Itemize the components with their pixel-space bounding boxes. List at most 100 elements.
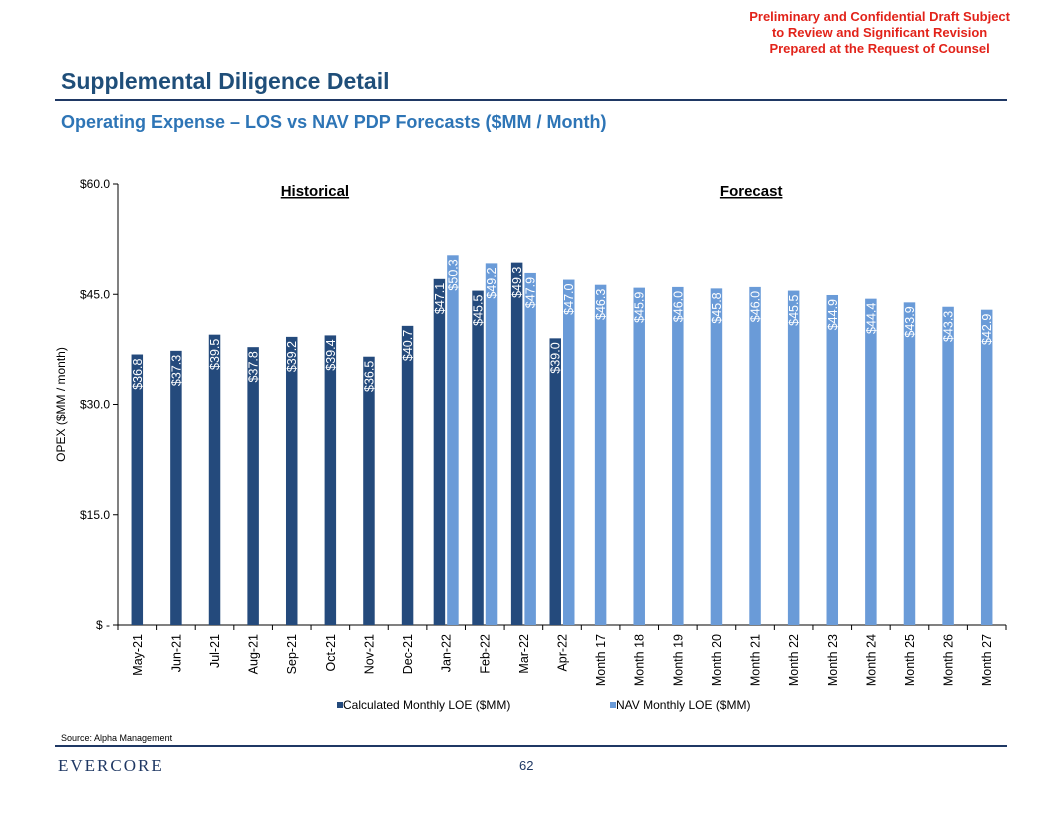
- bar-data-label: $50.3: [446, 259, 460, 290]
- x-tick-label: Nov-21: [362, 634, 376, 674]
- x-tick-label: Month 17: [594, 634, 608, 686]
- calculated-loe-bar-sep-21: [285, 336, 298, 625]
- x-tick-label: Month 18: [633, 634, 647, 686]
- bar-data-label: $39.4: [324, 339, 338, 370]
- nav-loe-bar-month-24: [865, 298, 877, 625]
- x-tick-label: Sep-21: [285, 634, 299, 674]
- calculated-loe-bar-feb-22: [472, 290, 484, 625]
- nav-loe-bar-jan-22: [447, 255, 459, 626]
- bar-data-label: $45.5: [787, 295, 801, 326]
- confidential-line-3: Prepared at the Request of Counsel: [769, 41, 990, 56]
- legend-label-0: Calculated Monthly LOE ($MM): [343, 698, 510, 712]
- bar-data-label: $46.3: [594, 289, 608, 320]
- nav-loe-bar-month-27: [980, 309, 993, 625]
- y-axis-title: OPEX ($MM / month): [54, 347, 68, 462]
- evercore-logo: EVERCORE: [58, 756, 164, 775]
- calculated-loe-bar-apr-22: [549, 338, 561, 625]
- calculated-loe-bar-aug-21: [247, 347, 259, 625]
- bar-data-label: $43.9: [903, 306, 917, 337]
- bar-data-label: $45.5: [472, 295, 486, 326]
- confidential-line-1: Preliminary and Confidential Draft Subje…: [749, 9, 1010, 24]
- nav-loe-bar-month-18: [633, 287, 645, 625]
- x-tick-label: Jul-21: [208, 634, 222, 668]
- bar-data-label: $43.3: [942, 311, 956, 342]
- bar-data-label: $42.9: [980, 314, 994, 345]
- page-title: Supplemental Diligence Detail: [61, 68, 390, 94]
- page-number: 62: [519, 758, 534, 773]
- x-tick-label: Aug-21: [247, 634, 261, 674]
- nav-loe-bar-month-23: [826, 294, 839, 625]
- calculated-loe-bar-nov-21: [363, 356, 375, 625]
- nav-loe-bar-month-26: [942, 306, 954, 625]
- x-tick-label: Month 23: [826, 634, 840, 686]
- x-tick-label: Jan-22: [440, 634, 454, 672]
- nav-loe-bar-apr-22: [563, 279, 575, 625]
- nav-loe-bar-month-17: [594, 284, 607, 625]
- x-tick-label: Dec-21: [401, 634, 415, 674]
- y-tick-label: $30.0: [80, 398, 110, 412]
- bar-data-label: $37.3: [169, 355, 183, 386]
- legend-label-1: NAV Monthly LOE ($MM): [616, 698, 750, 712]
- x-tick-label: Month 25: [903, 634, 917, 686]
- bar-data-label: $36.5: [362, 361, 376, 392]
- y-tick-label: $15.0: [80, 508, 110, 522]
- bar-data-label: $39.2: [285, 341, 299, 372]
- bar-data-label: $47.0: [562, 284, 576, 315]
- calculated-loe-bar-jan-22: [433, 278, 446, 625]
- bar-data-label: $44.4: [864, 303, 878, 334]
- bar-data-label: $39.5: [208, 339, 222, 370]
- x-tick-label: Mar-22: [517, 634, 531, 674]
- x-tick-label: Oct-21: [324, 634, 338, 672]
- x-tick-label: Month 20: [710, 634, 724, 686]
- x-tick-label: Month 26: [942, 634, 956, 686]
- nav-loe-bar-month-22: [787, 290, 800, 625]
- x-tick-label: Month 27: [980, 634, 994, 686]
- nav-loe-bar-month-25: [903, 302, 916, 625]
- bar-data-label: $36.8: [131, 358, 145, 389]
- calculated-loe-bar-jul-21: [208, 334, 221, 625]
- confidential-line-2: to Review and Significant Revision: [771, 25, 988, 40]
- y-tick-label: $60.0: [80, 177, 110, 191]
- bar-data-label: $37.8: [247, 351, 261, 382]
- opex-bar-chart: $ - $15.0 $30.0 $45.0 $60.0 OPEX ($MM / month…: [54, 177, 1007, 712]
- bar-data-label: $40.7: [401, 330, 415, 361]
- bar-data-label: $45.9: [633, 292, 647, 323]
- calculated-loe-bar-mar-22: [510, 262, 523, 625]
- bar-data-label: $49.3: [510, 267, 524, 298]
- x-tick-label: Feb-22: [478, 634, 492, 674]
- confidential-notice: Preliminary and Confidential Draft Subje…: [749, 9, 1010, 57]
- footer-divider: [55, 745, 1007, 747]
- x-tick-label: Month 24: [864, 634, 878, 686]
- section-label-historical: Historical: [281, 183, 349, 200]
- y-tick-label: $ -: [96, 618, 110, 632]
- calculated-loe-bar-dec-21: [401, 325, 414, 625]
- source-note: Source: Alpha Management: [61, 733, 173, 743]
- calculated-loe-bar-jun-21: [170, 350, 182, 625]
- calculated-loe-bar-may-21: [131, 354, 144, 625]
- x-tick-label: Month 19: [671, 634, 685, 686]
- chart-subtitle: Operating Expense – LOS vs NAV PDP Forec…: [61, 112, 607, 132]
- bar-data-label: $47.1: [433, 283, 447, 314]
- x-tick-label: Month 21: [749, 634, 763, 686]
- title-divider: [55, 99, 1007, 101]
- x-tick-label: Apr-22: [556, 634, 570, 672]
- nav-loe-bar-month-20: [710, 288, 723, 625]
- x-tick-label: May-21: [131, 634, 145, 676]
- x-tick-label: Month 22: [787, 634, 801, 686]
- bar-data-label: $49.2: [485, 267, 499, 298]
- nav-loe-bar-feb-22: [485, 263, 498, 625]
- nav-loe-bar-month-21: [749, 286, 761, 625]
- bar-data-label: $46.0: [671, 291, 685, 322]
- calculated-loe-bar-oct-21: [324, 335, 337, 625]
- bar-data-label: $44.9: [826, 299, 840, 330]
- bar-data-label: $47.9: [524, 277, 538, 308]
- bar-data-label: $46.0: [749, 291, 763, 322]
- x-tick-label: Jun-21: [169, 634, 183, 672]
- section-label-forecast: Forecast: [720, 183, 783, 200]
- y-tick-label: $45.0: [80, 287, 110, 301]
- legend-swatch-1: [610, 702, 616, 708]
- nav-loe-bar-month-19: [672, 286, 684, 625]
- nav-loe-bar-mar-22: [524, 272, 536, 625]
- bar-data-label: $45.8: [710, 292, 724, 323]
- legend-swatch-0: [337, 702, 343, 708]
